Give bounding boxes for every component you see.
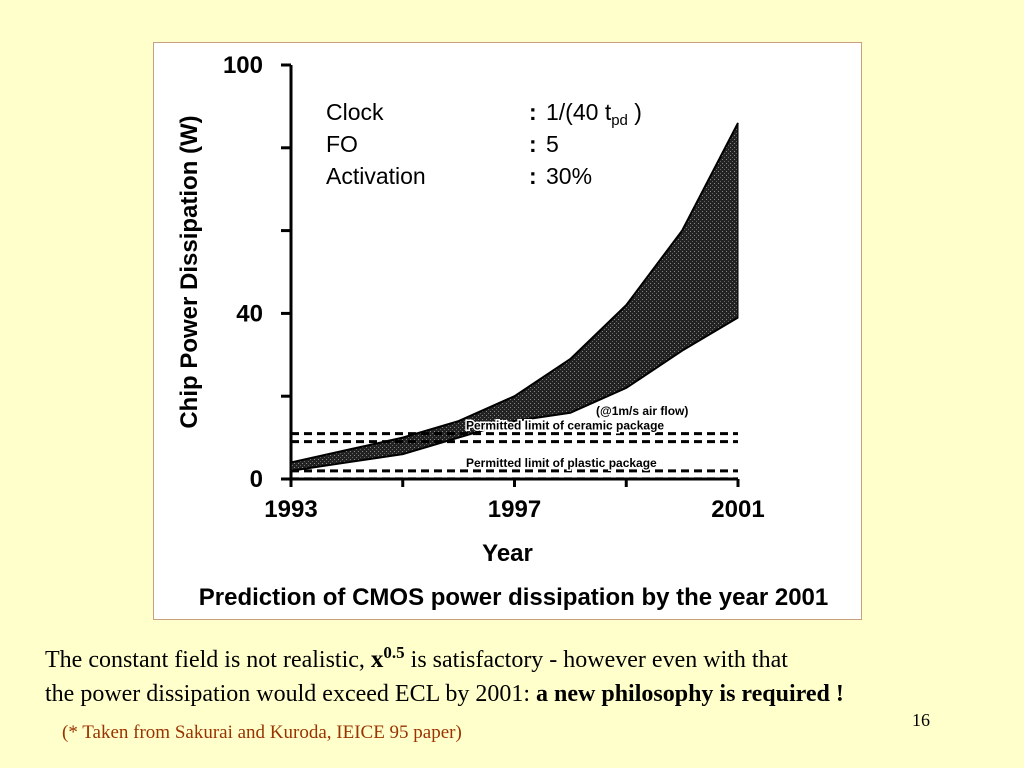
- y-tick-label: 40: [236, 300, 263, 327]
- caption-emphasis: a new philosophy is required !: [536, 681, 844, 707]
- param-name: FO: [326, 131, 358, 157]
- limit-label: Permitted limit of ceramic package: [466, 419, 664, 433]
- upper-series-line: [290, 122, 739, 464]
- caption-line-2: the power dissipation would exceed ECL b…: [45, 677, 1005, 711]
- chart-title: Prediction of CMOS power dissipation by …: [199, 584, 828, 611]
- param-colon: :: [529, 99, 537, 125]
- caption-text-1b: is satisfactory - however even with that: [404, 647, 788, 673]
- caption-x: x: [370, 646, 384, 673]
- x-axis-title: Year: [482, 540, 533, 567]
- slide-caption: The constant field is not realistic, x0.…: [45, 636, 1005, 711]
- caption-text-1a: The constant field is not realistic,: [45, 647, 371, 673]
- y-tick-label: 0: [250, 466, 263, 493]
- param-value: 1/(40 tpd ): [546, 99, 642, 129]
- lower-series-line: [290, 316, 739, 472]
- page-number: 16: [912, 710, 930, 730]
- figure-panel: 0 40 100 1993 1997 2001 Chip Power Dissipation…: [153, 42, 862, 620]
- y-tick-label: 100: [223, 52, 263, 79]
- param-colon: :: [529, 131, 537, 157]
- limit-label: Permitted limit of plastic package: [466, 456, 657, 470]
- param-value: 5: [546, 131, 559, 157]
- caption-line-1: The constant field is not realistic, x0.…: [45, 636, 1005, 677]
- param-value: 30%: [546, 163, 592, 189]
- citation: (* Taken from Sakurai and Kuroda, IEICE …: [62, 722, 462, 743]
- x-tick-label: 1993: [264, 496, 317, 523]
- x-tick-label: 1997: [488, 496, 541, 523]
- caption-text-2a: the power dissipation would exceed ECL b…: [45, 681, 537, 707]
- caption-exponent: 0.5: [383, 643, 405, 662]
- param-name: Activation: [326, 163, 426, 189]
- param-name: Clock: [326, 99, 384, 125]
- y-axis-title: Chip Power Dissipation (W): [176, 115, 203, 428]
- airflow-annotation: (@1m/s air flow): [596, 404, 688, 418]
- x-tick-label: 2001: [711, 496, 764, 523]
- param-colon: :: [529, 163, 537, 189]
- power-dissipation-chart: 0 40 100 1993 1997 2001 Chip Power Dissipation…: [176, 52, 828, 611]
